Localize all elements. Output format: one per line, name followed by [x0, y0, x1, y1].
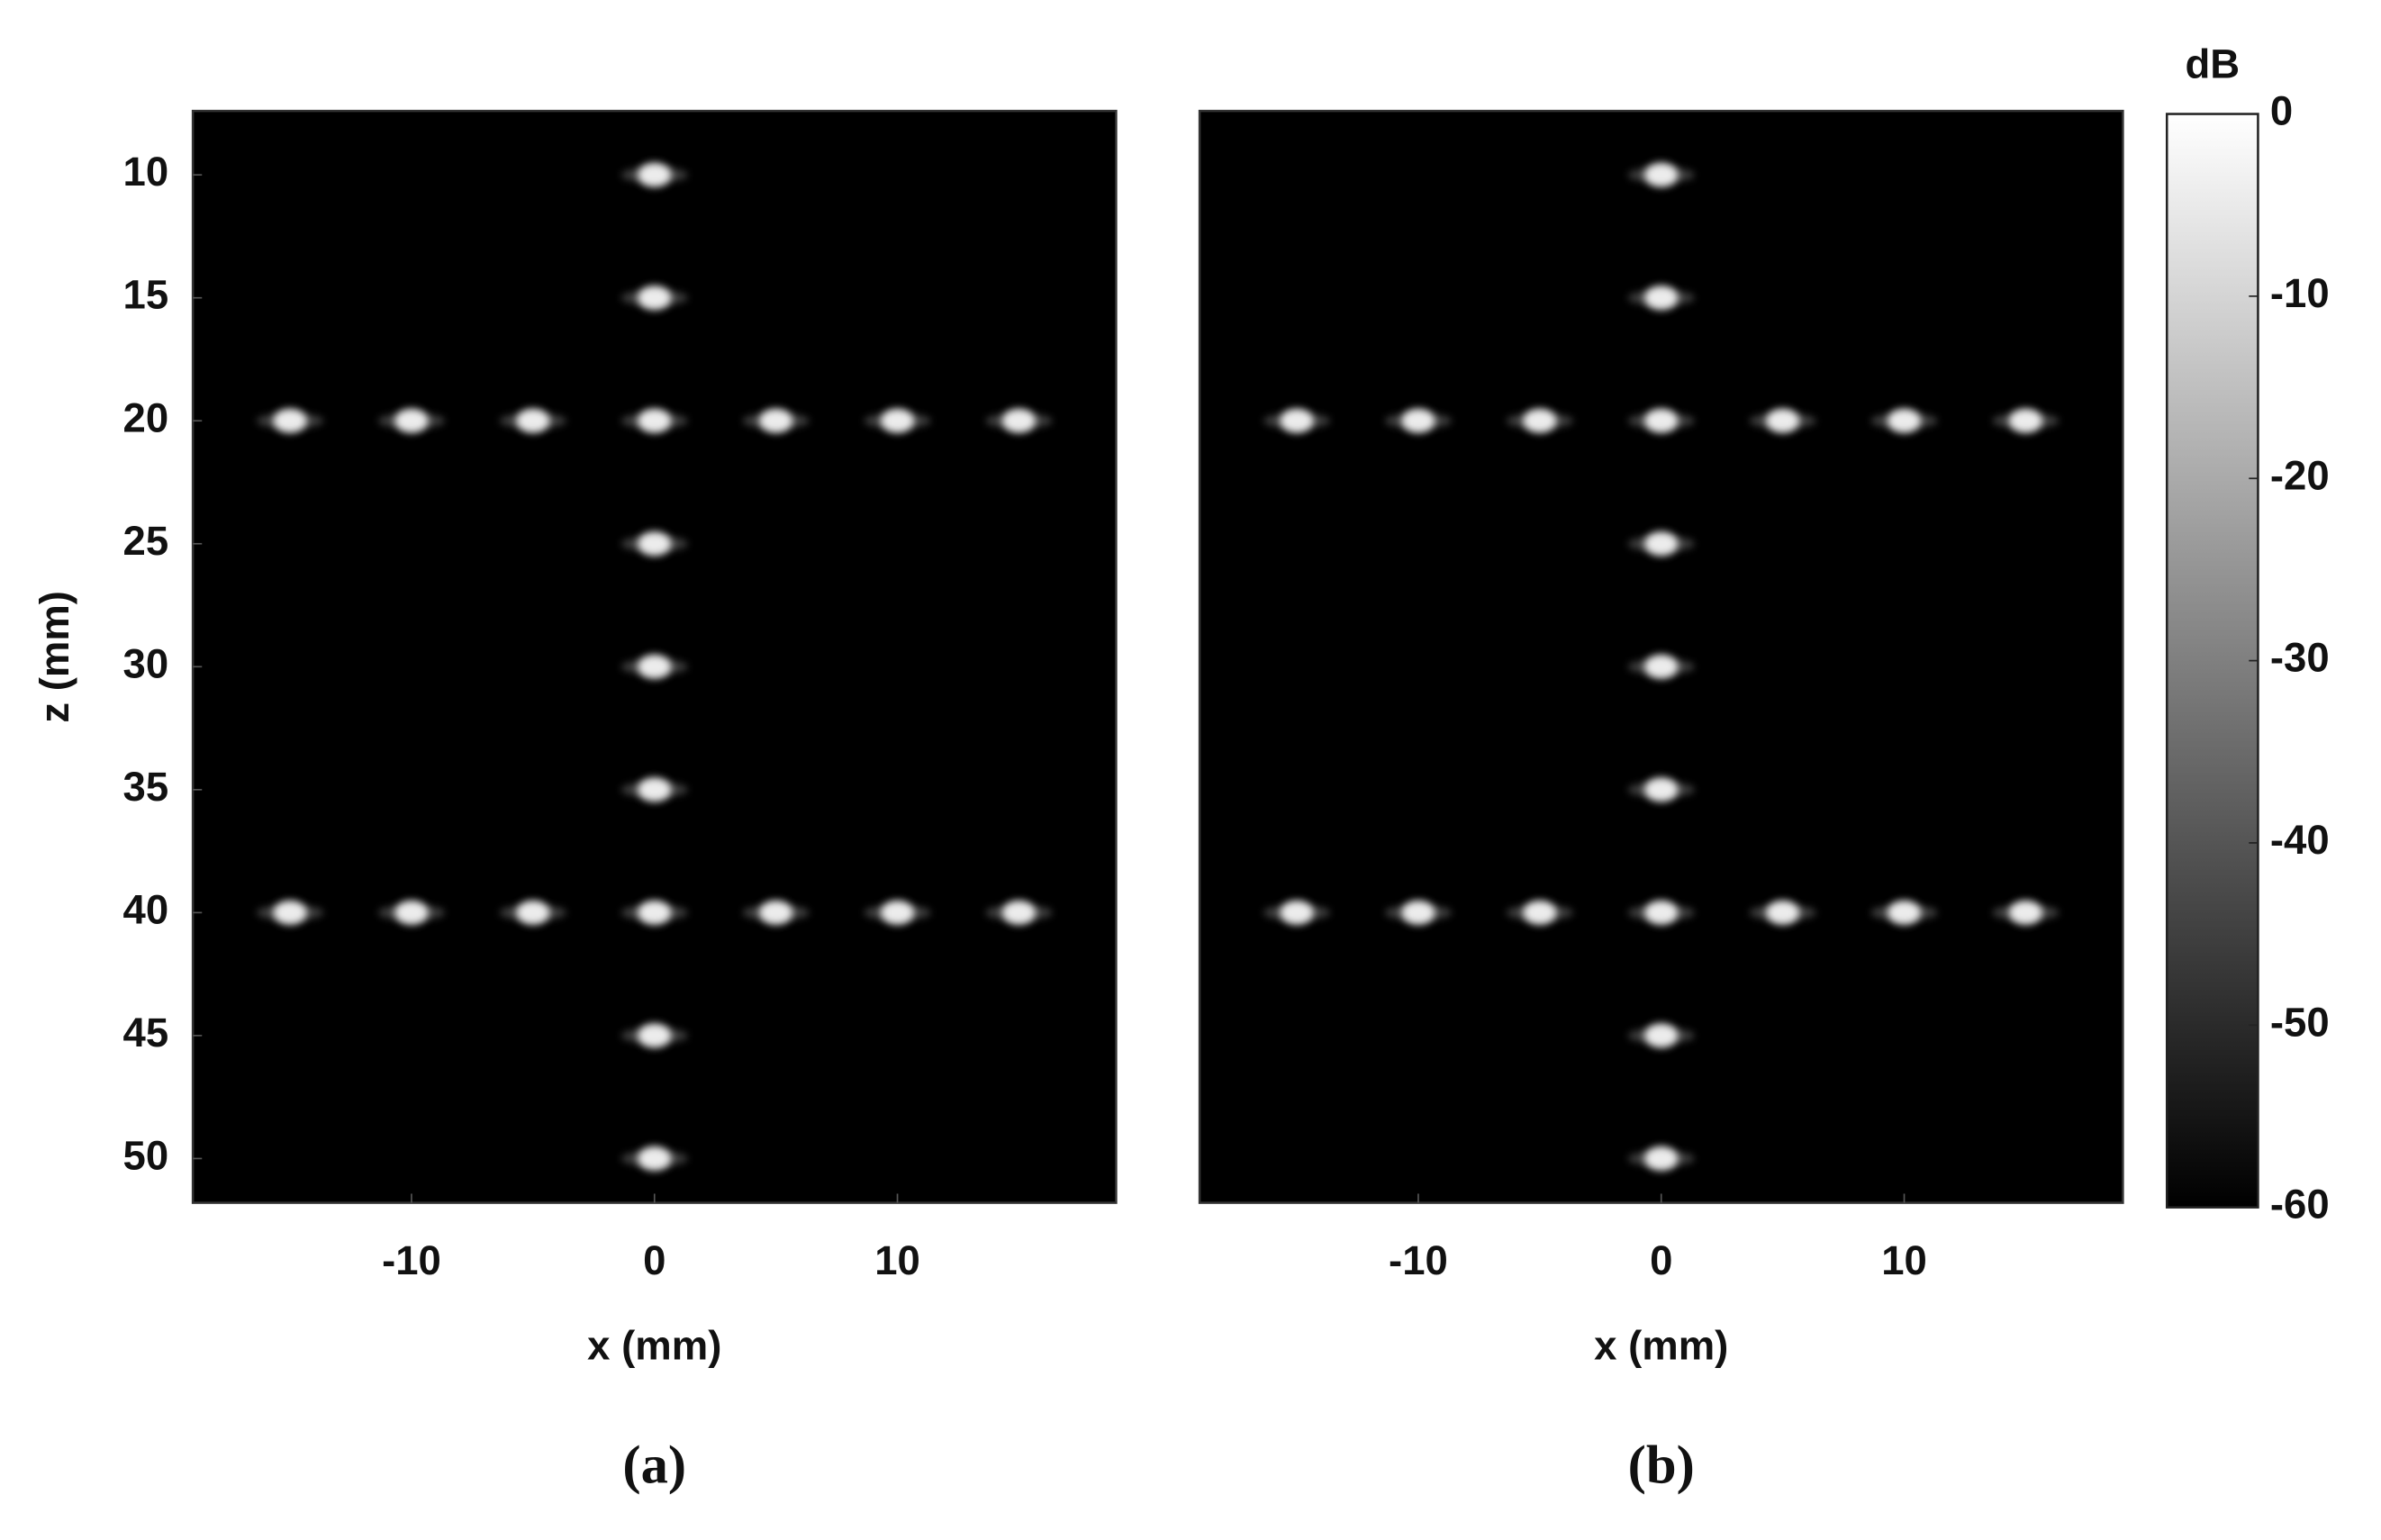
y-tick-label: 30 — [123, 640, 169, 686]
scatterer — [516, 900, 550, 925]
x-axis-label: x (mm) — [1594, 1322, 1728, 1368]
scatterer — [638, 162, 672, 187]
scatterer — [1644, 1023, 1679, 1048]
scatterer — [1523, 900, 1557, 925]
y-tick-label: 35 — [123, 764, 169, 810]
scatterer — [638, 1146, 672, 1171]
colorbar-tick-label: 0 — [2270, 88, 2293, 134]
scatterer — [1644, 1146, 1679, 1171]
x-tick-label: -10 — [1389, 1237, 1448, 1283]
y-tick-label: 40 — [123, 886, 169, 932]
scatterer — [638, 900, 672, 925]
colorbar-tick-label: -50 — [2270, 999, 2330, 1045]
scatterer — [2008, 408, 2042, 433]
colorbar-tick-label: -60 — [2270, 1182, 2330, 1227]
x-tick-label: -10 — [382, 1237, 441, 1283]
scatterer — [759, 900, 793, 925]
scatterer — [516, 408, 550, 433]
scatterer — [1644, 654, 1679, 679]
colorbar-tick-label: -10 — [2270, 270, 2330, 316]
y-axis-label: z (mm) — [32, 591, 77, 723]
colorbar-label: dB — [2185, 41, 2240, 86]
scatterer — [1401, 900, 1435, 925]
scatterer — [273, 408, 307, 433]
scatterer — [638, 408, 672, 433]
scatterer — [273, 900, 307, 925]
scatterer — [1644, 285, 1679, 311]
scatterer — [1523, 408, 1557, 433]
panel-label: (b) — [1628, 1435, 1695, 1495]
colorbar-tick-label: -20 — [2270, 452, 2330, 498]
panel-label: (a) — [622, 1435, 686, 1495]
scatterer — [1887, 900, 1922, 925]
scatterer — [1644, 531, 1679, 557]
scatterer — [1280, 408, 1314, 433]
x-tick-label: 0 — [1650, 1237, 1672, 1283]
x-tick-label: 10 — [1881, 1237, 1927, 1283]
colorbar-tick-label: -40 — [2270, 817, 2330, 863]
scatterer — [1766, 900, 1800, 925]
scatterer — [638, 531, 672, 557]
scatterer — [638, 1023, 672, 1048]
scatterer — [1644, 162, 1679, 187]
scatterer — [394, 900, 429, 925]
scatterer — [638, 777, 672, 802]
x-tick-label: 0 — [643, 1237, 665, 1283]
x-axis-label: x (mm) — [587, 1322, 721, 1368]
y-tick-label: 20 — [123, 394, 169, 440]
scatterer — [1401, 408, 1435, 433]
scatterer — [1280, 900, 1314, 925]
scatterer — [638, 285, 672, 311]
y-tick-label: 50 — [123, 1132, 169, 1178]
colorbar — [2165, 113, 2259, 1209]
scatterer — [1644, 777, 1679, 802]
y-tick-label: 10 — [123, 149, 169, 195]
scatterer — [2008, 900, 2042, 925]
scatterer — [881, 900, 915, 925]
scatterer — [881, 408, 915, 433]
scatterer — [1644, 900, 1679, 925]
x-tick-label: 10 — [874, 1237, 920, 1283]
scatterer — [759, 408, 793, 433]
y-tick-label: 25 — [123, 518, 169, 564]
colorbar-tick-label: -30 — [2270, 635, 2330, 681]
scatterer — [1001, 900, 1037, 925]
scatterer — [394, 408, 429, 433]
y-tick-label: 15 — [123, 272, 169, 318]
scatterer — [1644, 408, 1679, 433]
scatterer — [1001, 408, 1037, 433]
scatterer — [1766, 408, 1800, 433]
scatterer — [638, 654, 672, 679]
y-tick-label: 45 — [123, 1010, 169, 1055]
scatterer — [1887, 408, 1922, 433]
